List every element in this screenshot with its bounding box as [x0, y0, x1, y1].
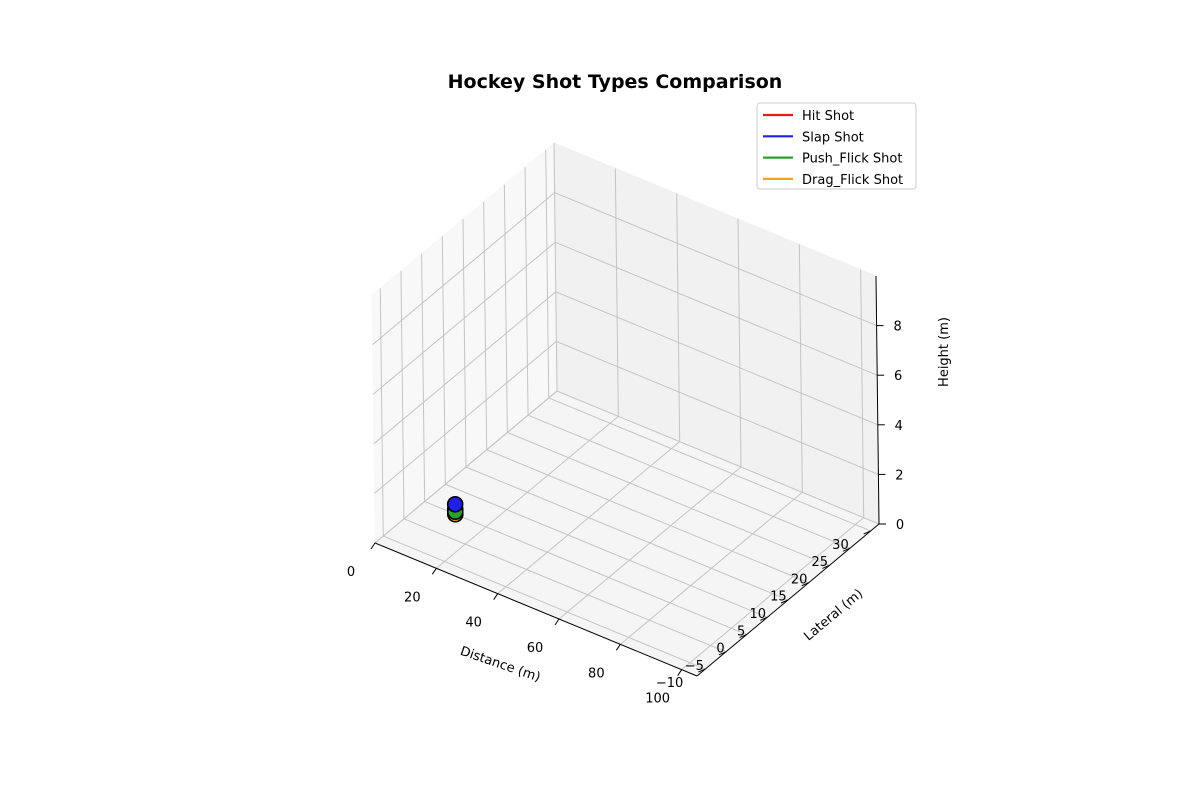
- x-tick-mark: [493, 593, 499, 600]
- y-tick-label: 25: [811, 555, 828, 570]
- grid-line-y-left: [379, 288, 384, 537]
- y-tick-label: −10: [656, 676, 683, 691]
- y-axis-label: Lateral (m): [801, 586, 866, 644]
- x-tick-label: 40: [465, 616, 482, 631]
- y-tick-mark: [842, 547, 851, 552]
- legend-label: Push_Flick Shot: [802, 152, 902, 167]
- grid-line-y-floor: [445, 483, 768, 618]
- y-tick-label: 0: [716, 642, 724, 657]
- grid-line-z-back: [556, 340, 879, 475]
- legend-label: Hit Shot: [802, 109, 854, 124]
- y-tick-mark: [718, 651, 727, 656]
- grid-line-y-floor: [507, 431, 830, 566]
- grid-line-y-left: [483, 201, 488, 450]
- grid-line-z-left: [374, 390, 558, 544]
- x-tick-label: 20: [404, 590, 421, 605]
- grid-line-x-back: [798, 244, 803, 493]
- grid-line-y-left: [462, 218, 467, 468]
- axes-panes: [371, 141, 880, 677]
- x-tick-mark: [431, 568, 437, 575]
- grid-line-y-floor: [383, 535, 706, 670]
- grid-lines: [372, 142, 880, 671]
- grid-line-y-left: [524, 167, 529, 416]
- grid-line-z-back: [555, 291, 878, 426]
- grid-line-x-back: [614, 168, 619, 417]
- legend-box: [756, 102, 917, 190]
- x-tick-label: 100: [645, 692, 670, 707]
- z-tick-label: 0: [896, 518, 904, 533]
- grid-line-z-back: [554, 192, 877, 327]
- grid-line-y-floor: [424, 501, 747, 636]
- y-tick-label: 30: [832, 538, 849, 553]
- grid-line-z-left: [374, 341, 557, 494]
- grid-line-y-left: [441, 236, 446, 485]
- y-tick-label: 15: [770, 590, 787, 605]
- grid-line-z-left: [372, 241, 556, 395]
- x-axis-line: [374, 542, 698, 677]
- grid-line-x-back: [676, 193, 681, 442]
- grid-line-x-back: [860, 269, 865, 518]
- grid-line-y-floor: [527, 414, 851, 549]
- y-tick-mark: [863, 530, 871, 535]
- z-tick-label: 6: [894, 369, 902, 384]
- x-tick-label: 60: [527, 641, 544, 656]
- x-tick-label: 80: [588, 666, 605, 681]
- x-tick-mark: [370, 542, 376, 550]
- y-tick-mark: [822, 564, 830, 569]
- x-tick-mark: [615, 644, 621, 651]
- point-slap-shot: [446, 495, 464, 513]
- legend: Hit Shot Slap Shot Push_Flick Shot Drag_Fli…: [756, 102, 917, 190]
- grid-line-y-left: [503, 184, 508, 433]
- grid-line-z-left: [372, 192, 555, 345]
- grid-line-y-floor: [548, 397, 871, 532]
- chart-title: Hockey Shot Types Comparison: [448, 71, 783, 93]
- legend-label: Slap Shot: [802, 130, 864, 145]
- y-tick-label: 10: [749, 607, 766, 622]
- y-tick-mark: [698, 668, 706, 673]
- grid-line-y-left: [545, 149, 550, 398]
- grid-line-y-floor: [486, 449, 809, 584]
- z-tick-label: 2: [895, 468, 903, 483]
- legend-label: Drag_Flick Shot: [802, 173, 903, 188]
- grid-line-z-back: [555, 241, 878, 376]
- grid-line-x-back: [737, 218, 742, 468]
- z-tick-label: 4: [895, 419, 903, 434]
- z-axis-label: Height (m): [937, 317, 952, 387]
- y-tick-mark: [780, 599, 789, 604]
- x-tick-label: 0: [347, 565, 355, 580]
- data-points: [446, 495, 464, 523]
- z-axis-line: [875, 275, 880, 525]
- y-tick-mark: [801, 582, 809, 587]
- grid-line-z-left: [373, 291, 557, 445]
- grid-line-z-back: [556, 390, 880, 525]
- x-tick-mark: [677, 669, 683, 676]
- x-tick-mark: [554, 618, 560, 626]
- grid-line-y-floor: [465, 466, 789, 601]
- y-tick-label: 20: [791, 572, 808, 587]
- y-tick-mark: [760, 616, 768, 621]
- grid-line-x-back: [553, 142, 558, 392]
- y-tick-label: 5: [737, 624, 745, 639]
- grid-line-y-left: [421, 253, 426, 502]
- y-tick-mark: [739, 634, 747, 639]
- grid-line-y-left: [400, 270, 405, 519]
- grid-line-y-floor: [403, 518, 727, 653]
- z-tick-label: 8: [893, 320, 901, 335]
- y-tick-label: −5: [685, 659, 704, 674]
